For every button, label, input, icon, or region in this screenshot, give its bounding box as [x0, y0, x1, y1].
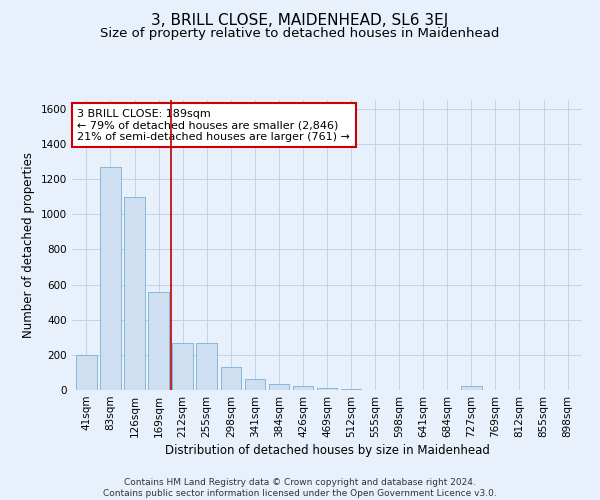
Text: Contains HM Land Registry data © Crown copyright and database right 2024.
Contai: Contains HM Land Registry data © Crown c…: [103, 478, 497, 498]
Bar: [293, 386, 313, 390]
Bar: [172, 344, 193, 390]
Bar: [245, 378, 265, 390]
Bar: [317, 388, 337, 390]
X-axis label: Distribution of detached houses by size in Maidenhead: Distribution of detached houses by size …: [164, 444, 490, 457]
Text: Size of property relative to detached houses in Maidenhead: Size of property relative to detached ho…: [100, 28, 500, 40]
Bar: [221, 367, 241, 390]
Bar: [124, 196, 145, 390]
Y-axis label: Number of detached properties: Number of detached properties: [22, 152, 35, 338]
Bar: [461, 386, 482, 390]
Bar: [196, 344, 217, 390]
Bar: [76, 355, 97, 390]
Bar: [148, 292, 169, 390]
Text: 3 BRILL CLOSE: 189sqm
← 79% of detached houses are smaller (2,846)
21% of semi-d: 3 BRILL CLOSE: 189sqm ← 79% of detached …: [77, 108, 350, 142]
Text: 3, BRILL CLOSE, MAIDENHEAD, SL6 3EJ: 3, BRILL CLOSE, MAIDENHEAD, SL6 3EJ: [151, 12, 449, 28]
Bar: [100, 167, 121, 390]
Bar: [341, 389, 361, 390]
Bar: [269, 384, 289, 390]
